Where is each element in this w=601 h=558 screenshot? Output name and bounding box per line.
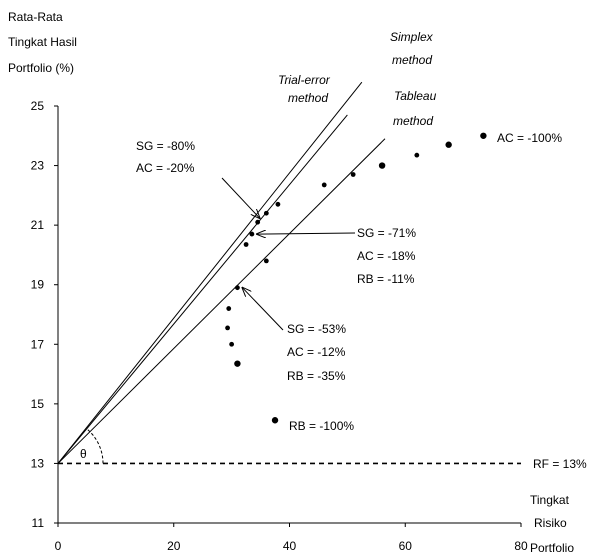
annotation-arrow — [257, 233, 356, 234]
simplex-label-line-2: method — [392, 53, 432, 67]
x-tick-label: 0 — [55, 539, 62, 553]
line-tableau-method — [57, 138, 386, 464]
x-tick-label: 60 — [399, 539, 413, 553]
y-tick-label: 25 — [31, 99, 45, 113]
y-axis-ticks: 11 13 15 17 19 21 23 25 — [31, 99, 58, 530]
y-axis-title: Rata-Rata Tingkat Hasil Portfolio (%) — [8, 10, 77, 75]
annotation-2-line-1: SG = -71% — [357, 226, 416, 240]
rf-label: RF = 13% — [533, 457, 587, 471]
annotation-3-line-1: SG = -53% — [287, 322, 346, 336]
data-point — [271, 417, 279, 424]
data-point — [275, 201, 281, 207]
theta-label: θ — [80, 447, 87, 461]
data-point — [226, 306, 232, 311]
annotation-1-line-1: SG = -80% — [136, 139, 195, 153]
data-point — [350, 172, 356, 177]
lines-layer — [57, 81, 521, 465]
line-trial-error-method — [57, 114, 348, 464]
y-tick-label: 19 — [31, 278, 45, 292]
y-axis-title-line-1: Rata-Rata — [8, 10, 63, 24]
trial-error-label-line-2: method — [288, 91, 328, 105]
x-tick-label: 20 — [167, 539, 181, 553]
data-point — [249, 231, 255, 237]
annotation-2-line-3: RB = -11% — [357, 272, 415, 286]
trial-error-label-line-1: Trial-error — [278, 73, 331, 87]
annotation-2-line-2: AC = -18% — [357, 249, 416, 263]
y-tick-label: 11 — [32, 516, 45, 530]
tableau-label-line-1: Tableau — [394, 89, 437, 103]
x-axis-title-line-1: Tingkat — [530, 493, 570, 507]
annotation-ac-100: AC = -100% — [497, 131, 562, 145]
simplex-label-line-1: Simplex — [390, 30, 434, 44]
annotation-arrows — [221, 177, 356, 331]
data-point — [414, 152, 420, 158]
annotation-3-line-2: AC = -12% — [287, 345, 346, 359]
x-tick-label: 40 — [283, 539, 297, 553]
data-point — [234, 360, 241, 367]
data-point — [243, 242, 249, 247]
theta-angle-arc — [86, 428, 104, 464]
y-axis-title-line-3: Portfolio (%) — [8, 61, 74, 75]
data-point — [378, 162, 386, 169]
data-point — [321, 182, 327, 188]
annotation-arrow — [221, 177, 260, 218]
annotation-1-line-2: AC = -20% — [136, 161, 195, 175]
data-point — [235, 285, 240, 291]
data-point — [445, 141, 452, 148]
annotation-arrow — [242, 288, 284, 331]
data-point — [255, 219, 261, 225]
x-axis-ticks: 0 20 40 60 80 — [55, 523, 528, 553]
data-point — [480, 132, 487, 139]
x-tick-label: 80 — [514, 539, 528, 553]
data-point — [263, 210, 269, 216]
y-tick-label: 17 — [31, 337, 45, 351]
annotation-rb-100: RB = -100% — [289, 419, 354, 433]
y-tick-label: 13 — [31, 456, 45, 470]
y-tick-label: 23 — [31, 159, 45, 173]
data-point — [225, 325, 230, 331]
y-tick-label: 15 — [31, 397, 45, 411]
line-simplex-method — [57, 81, 363, 464]
x-axis-title: Tingkat Risiko Portfolio — [530, 493, 574, 555]
points-layer — [225, 132, 487, 424]
y-axis-title-line-2: Tingkat Hasil — [8, 35, 77, 49]
y-tick-label: 21 — [31, 218, 45, 232]
x-axis-title-line-2: Risiko — [534, 516, 567, 530]
tableau-label-line-2: method — [393, 114, 433, 128]
x-axis-title-line-3: Portfolio — [530, 541, 574, 555]
data-point — [229, 341, 235, 347]
data-point — [263, 258, 269, 264]
annotation-3-line-3: RB = -35% — [287, 369, 346, 383]
